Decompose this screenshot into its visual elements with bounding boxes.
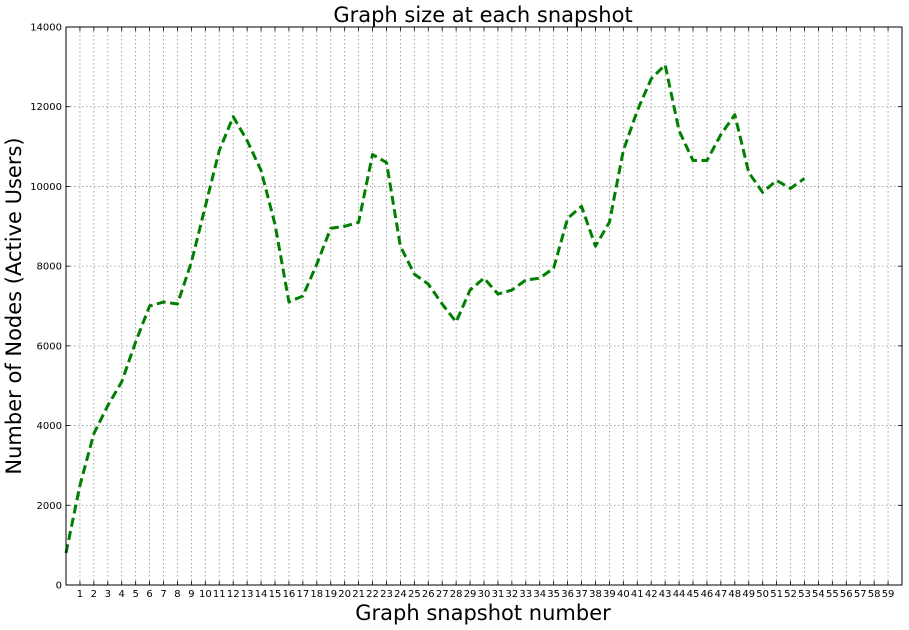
x-tick-label: 37 xyxy=(575,589,588,600)
x-tick-label: 30 xyxy=(478,589,491,600)
x-tick-label: 18 xyxy=(310,589,323,600)
x-tick-label: 45 xyxy=(687,589,700,600)
chart-title: Graph size at each snapshot xyxy=(333,3,632,27)
x-tick-label: 57 xyxy=(854,589,867,600)
x-tick-label: 22 xyxy=(366,589,379,600)
x-tick-label: 49 xyxy=(742,589,755,600)
x-tick-label: 4 xyxy=(119,589,125,600)
x-tick-label: 11 xyxy=(213,589,226,600)
x-tick-label: 50 xyxy=(756,589,769,600)
x-tick-label: 58 xyxy=(868,589,881,600)
x-tick-label: 25 xyxy=(408,589,421,600)
x-tick-label: 15 xyxy=(269,589,282,600)
y-tick-label: 6000 xyxy=(37,341,62,352)
x-tick-label: 2 xyxy=(91,589,97,600)
x-tick-label: 53 xyxy=(798,589,811,600)
x-tick-label: 38 xyxy=(589,589,602,600)
y-tick-label: 2000 xyxy=(37,501,62,512)
x-tick-label: 23 xyxy=(380,589,393,600)
x-tick-label: 36 xyxy=(561,589,574,600)
y-tick-label: 10000 xyxy=(30,182,62,193)
x-tick-label: 47 xyxy=(714,589,727,600)
series-layer xyxy=(64,63,806,554)
x-tick-label: 55 xyxy=(826,589,839,600)
plot-frame xyxy=(65,26,903,586)
x-tick-label: 35 xyxy=(547,589,560,600)
x-tick-label: 17 xyxy=(296,589,309,600)
x-tick-label: 43 xyxy=(659,589,672,600)
x-tick-label: 48 xyxy=(728,589,741,600)
x-tick-label: 26 xyxy=(422,589,435,600)
x-tick-label: 54 xyxy=(812,589,825,600)
x-tick-label: 13 xyxy=(241,589,254,600)
x-tick-label: 19 xyxy=(324,589,337,600)
x-tick-label: 52 xyxy=(784,589,797,600)
x-tick-label: 16 xyxy=(283,589,296,600)
series-line-0 xyxy=(64,63,806,554)
x-tick-label: 28 xyxy=(450,589,463,600)
y-tick-label: 8000 xyxy=(37,262,62,273)
x-tick-label: 5 xyxy=(132,589,138,600)
x-tick-label: 12 xyxy=(227,589,240,600)
x-tick-label: 7 xyxy=(160,589,166,600)
x-tick-label: 51 xyxy=(770,589,783,600)
grid xyxy=(66,27,902,585)
x-tick-label: 10 xyxy=(199,589,212,600)
x-tick-label: 39 xyxy=(603,589,616,600)
y-tick-label: 4000 xyxy=(37,421,62,432)
x-tick-label: 20 xyxy=(338,589,351,600)
x-tick-label: 56 xyxy=(840,589,853,600)
x-tick-label: 1 xyxy=(77,589,83,600)
x-tick-label: 41 xyxy=(631,589,644,600)
x-tick-label: 29 xyxy=(464,589,477,600)
x-tick-label: 21 xyxy=(352,589,365,600)
y-tick-label: 0 xyxy=(56,581,62,592)
x-tick-label: 8 xyxy=(174,589,180,600)
y-axis-label: Number of Nodes (Active Users) xyxy=(2,137,26,474)
x-tick-label: 3 xyxy=(105,589,111,600)
x-tick-label: 40 xyxy=(617,589,630,600)
x-tick-label: 33 xyxy=(519,589,532,600)
axis-ticks: 1 2 3 4 5 6 7 8 9 10 11 12 13 14 15 16 17 18 19 20 21 22 23 24 2… xyxy=(30,23,902,600)
x-tick-label: 27 xyxy=(436,589,449,600)
x-tick-label: 46 xyxy=(701,589,714,600)
x-tick-label: 6 xyxy=(146,589,152,600)
x-tick-label: 59 xyxy=(882,589,895,600)
x-axis-label: Graph snapshot number xyxy=(355,601,611,625)
x-tick-label: 14 xyxy=(255,589,268,600)
x-tick-label: 34 xyxy=(533,589,546,600)
x-tick-label: 44 xyxy=(673,589,686,600)
x-tick-label: 31 xyxy=(492,589,505,600)
x-tick-label: 9 xyxy=(188,589,194,600)
x-tick-label: 42 xyxy=(645,589,658,600)
x-tick-label: 32 xyxy=(505,589,518,600)
y-tick-label: 12000 xyxy=(30,102,62,113)
x-tick-label: 24 xyxy=(394,589,407,600)
y-tick-label: 14000 xyxy=(30,23,62,34)
